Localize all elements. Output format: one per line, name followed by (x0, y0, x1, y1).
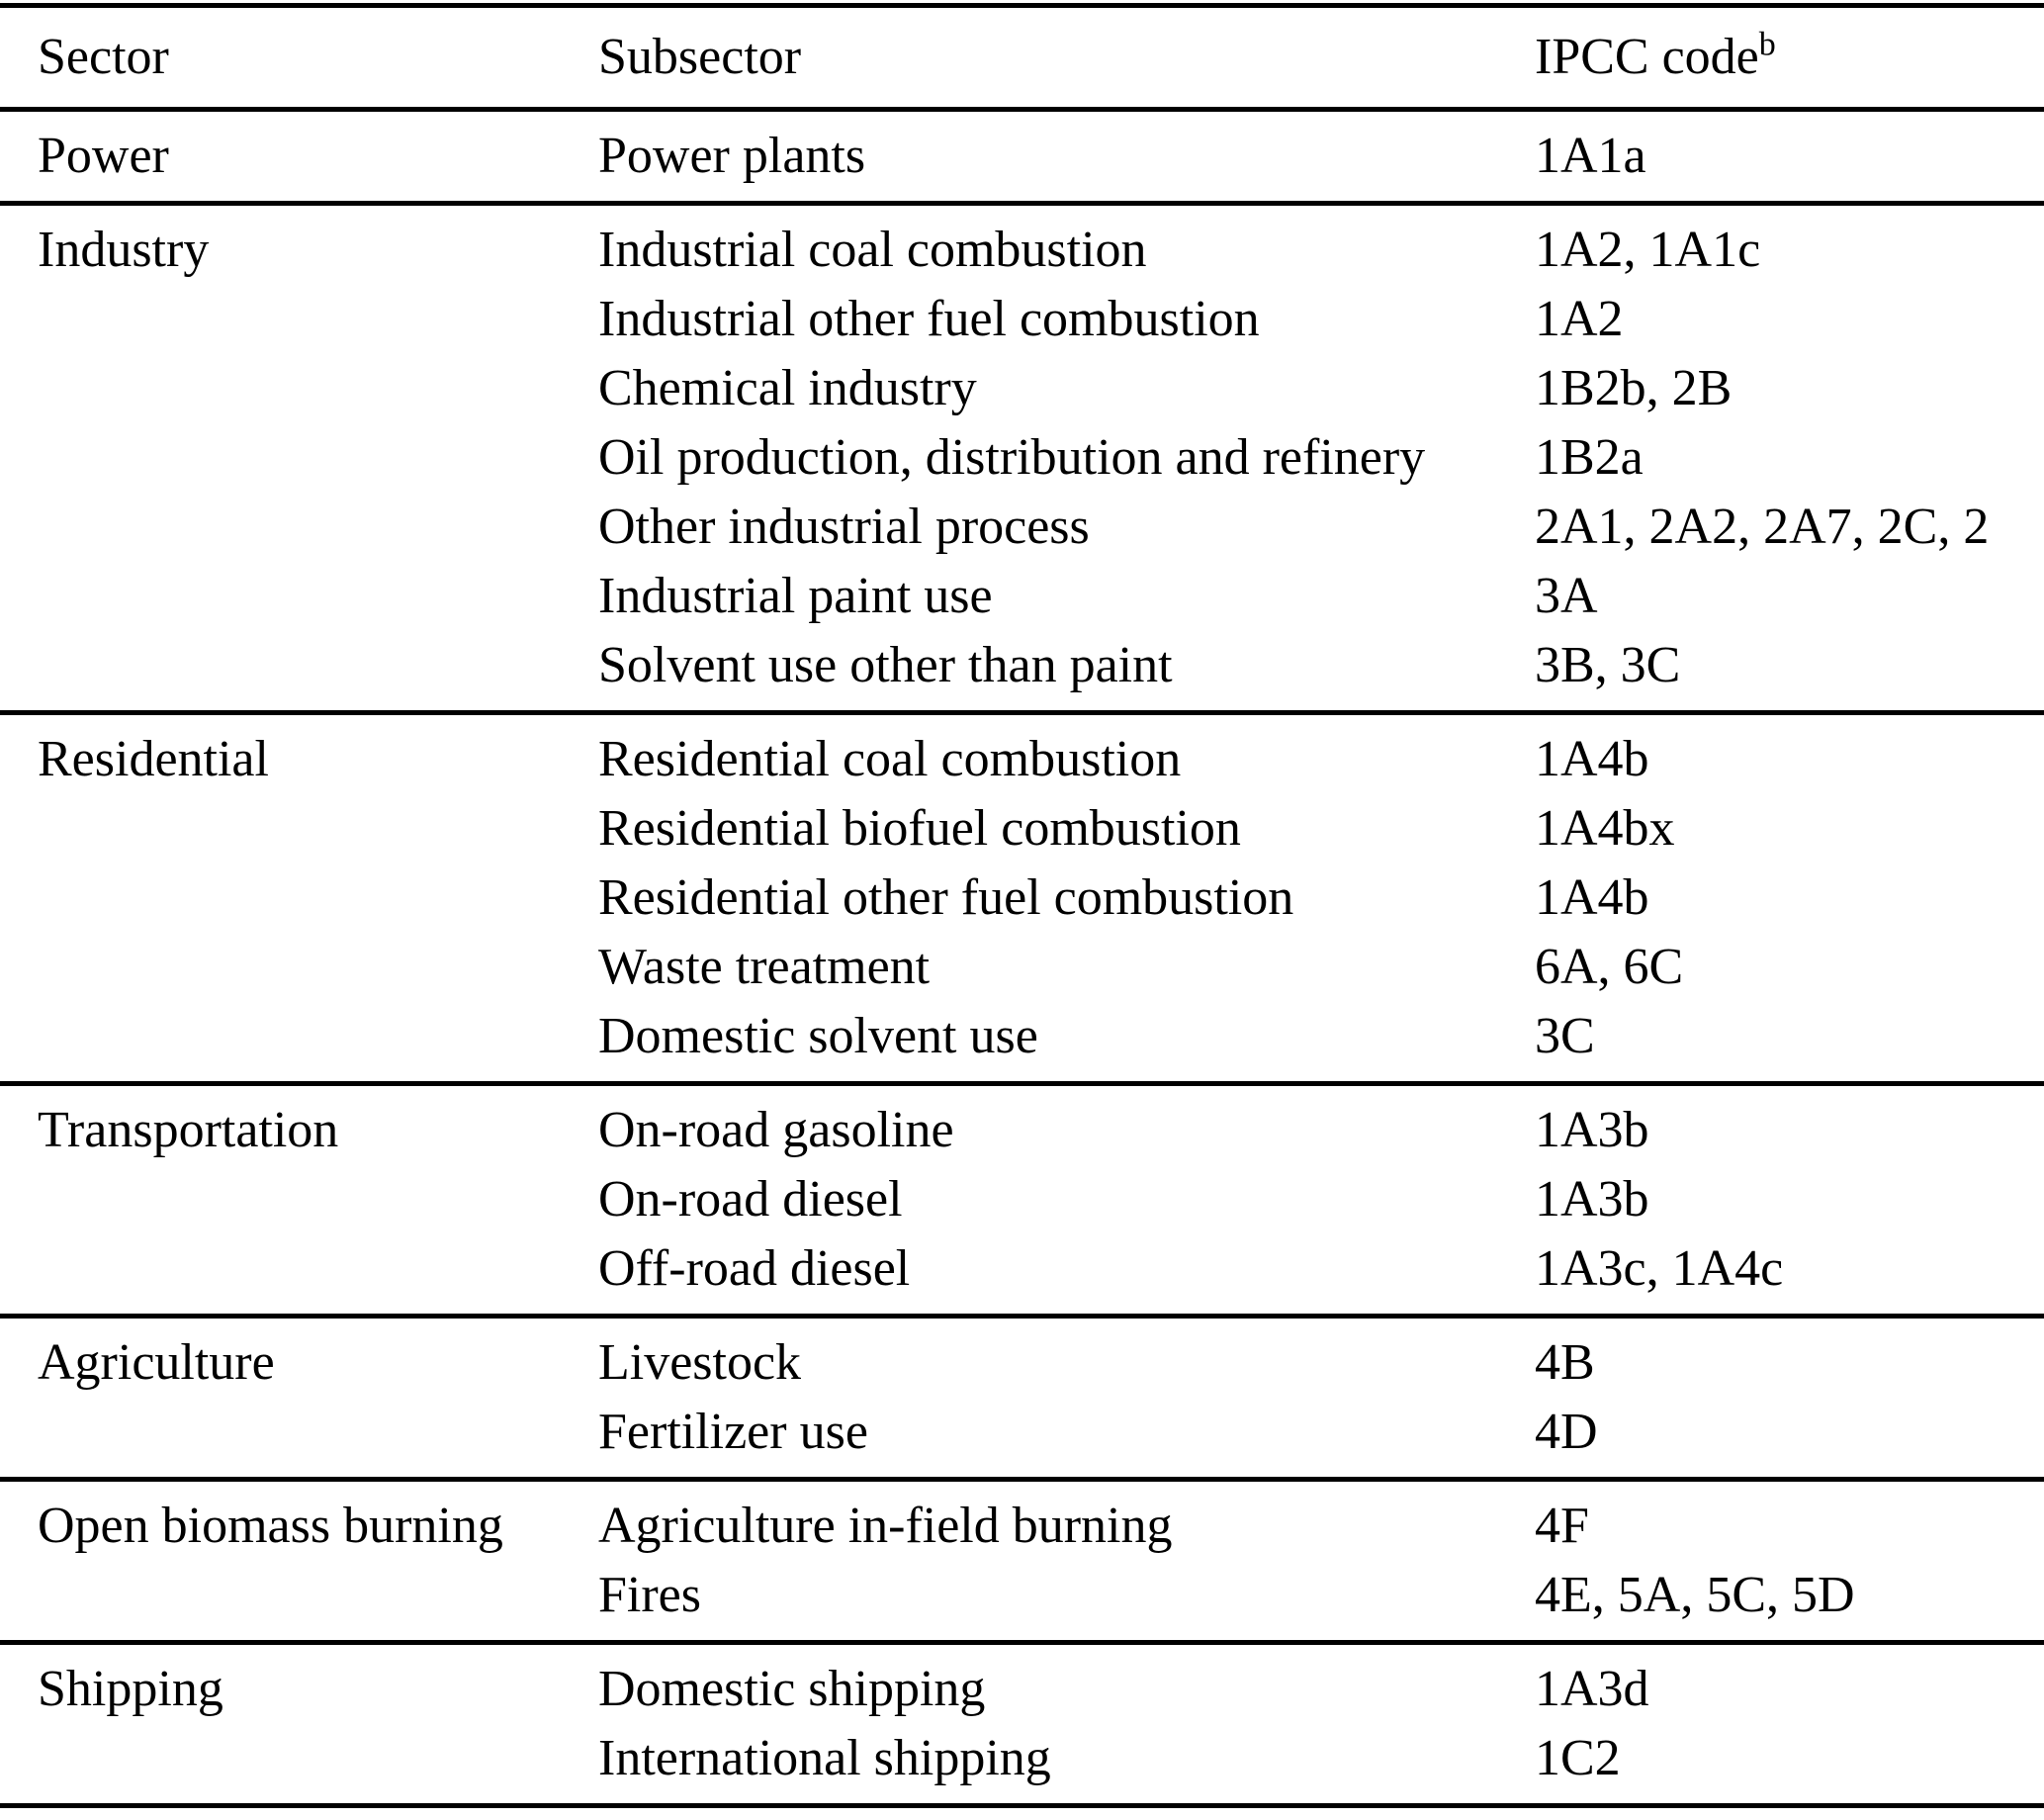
horizontal-rule (0, 107, 2044, 112)
ipcc-code-cell: 1A2, 1A1c (1535, 222, 1761, 278)
header-ipcc-code-text: IPCC code (1535, 29, 1759, 85)
ipcc-code-cell: 4F (1535, 1498, 1589, 1554)
subsector-cell: Other industrial process (598, 499, 1090, 555)
subsector-cell: Residential other fuel combustion (598, 869, 1294, 926)
subsector-cell: Industrial paint use (598, 568, 993, 624)
subsector-cell: Agriculture in-field burning (598, 1498, 1173, 1554)
subsector-cell: Domestic solvent use (598, 1008, 1038, 1064)
horizontal-rule (0, 1477, 2044, 1482)
section-industry: Industry Industrial coal combustion Indu… (0, 206, 2044, 710)
ipcc-code-cell: 1A1a (1535, 128, 1646, 184)
paper-table-page: { "table": { "header": { "sector": "Sect… (0, 3, 2044, 1820)
ipcc-code-cell: 3A (1535, 568, 1598, 624)
subsector-cell: Fires (598, 1567, 701, 1623)
ipcc-code-cell: 1A3b (1535, 1171, 1649, 1228)
sector-label: Open biomass burning (38, 1498, 503, 1554)
table-top-rule (0, 3, 2044, 8)
section-transportation: Transportation On-road gasoline On-road … (0, 1086, 2044, 1314)
subsector-cell: Solvent use other than paint (598, 637, 1173, 693)
ipcc-code-cell: 4B (1535, 1334, 1595, 1391)
ipcc-code-cell: 1C2 (1535, 1730, 1621, 1786)
ipcc-code-cell: 3B, 3C (1535, 637, 1681, 693)
subsector-cell: Residential biofuel combustion (598, 800, 1241, 857)
ipcc-code-cell: 2A1, 2A2, 2A7, 2C, 2 (1535, 499, 1990, 555)
subsector-cell: Fertilizer use (598, 1404, 868, 1460)
sector-label: Transportation (38, 1102, 339, 1158)
header-ipcc-code: IPCC codeb (1535, 23, 2044, 92)
sector-label: Power (38, 128, 169, 184)
subsector-cell: On-road gasoline (598, 1102, 954, 1158)
ipcc-code-cell: 1A3c, 1A4c (1535, 1240, 1784, 1297)
subsector-cell: Domestic shipping (598, 1661, 986, 1717)
ipcc-code-cell: 1A4b (1535, 869, 1649, 926)
subsector-cell: Power plants (598, 128, 866, 184)
subsector-cell: Chemical industry (598, 360, 977, 416)
table-header-row: Sector Subsector IPCC codeb (0, 8, 2044, 107)
ipcc-code-cell: 1B2b, 2B (1535, 360, 1733, 416)
subsector-cell: On-road diesel (598, 1171, 903, 1228)
horizontal-rule (0, 1081, 2044, 1086)
section-residential: Residential Residential coal combustion … (0, 715, 2044, 1081)
sector-label: Residential (38, 731, 269, 787)
ipcc-code-cell: 1B2a (1535, 429, 1644, 486)
subsector-cell: Off-road diesel (598, 1240, 911, 1297)
subsector-cell: Waste treatment (598, 939, 931, 995)
table-bottom-rule (0, 1803, 2044, 1808)
ipcc-code-cell: 4D (1535, 1404, 1598, 1460)
sector-label: Shipping (38, 1661, 223, 1717)
ipcc-code-cell: 1A4bx (1535, 800, 1675, 857)
horizontal-rule (0, 1640, 2044, 1645)
subsector-cell: Oil production, distribution and refiner… (598, 429, 1426, 486)
subsector-cell: Livestock (598, 1334, 802, 1391)
ipcc-code-cell: 1A3b (1535, 1102, 1649, 1158)
horizontal-rule (0, 710, 2044, 715)
horizontal-rule (0, 201, 2044, 206)
sector-label: Industry (38, 222, 210, 278)
ipcc-code-cell: 1A2 (1535, 291, 1624, 347)
subsector-cell: Industrial other fuel combustion (598, 291, 1260, 347)
horizontal-rule (0, 1314, 2044, 1319)
section-open-biomass-burning: Open biomass burning Agriculture in-fiel… (0, 1482, 2044, 1640)
sector-label: Agriculture (38, 1334, 275, 1391)
section-shipping: Shipping Domestic shipping International… (0, 1645, 2044, 1803)
ipcc-code-cell: 1A3d (1535, 1661, 1649, 1717)
ipcc-code-cell: 1A4b (1535, 731, 1649, 787)
subsector-cell: Residential coal combustion (598, 731, 1182, 787)
section-power: Power Power plants 1A1a (0, 112, 2044, 201)
header-sector: Sector (38, 29, 169, 85)
ipcc-code-cell: 6A, 6C (1535, 939, 1684, 995)
ipcc-code-cell: 3C (1535, 1008, 1595, 1064)
ipcc-code-cell: 4E, 5A, 5C, 5D (1535, 1567, 1855, 1623)
footnote-marker-b: b (1758, 26, 1776, 63)
header-subsector: Subsector (598, 29, 802, 85)
subsector-cell: International shipping (598, 1730, 1051, 1786)
section-agriculture: Agriculture Livestock Fertilizer use 4B … (0, 1319, 2044, 1477)
subsector-cell: Industrial coal combustion (598, 222, 1147, 278)
